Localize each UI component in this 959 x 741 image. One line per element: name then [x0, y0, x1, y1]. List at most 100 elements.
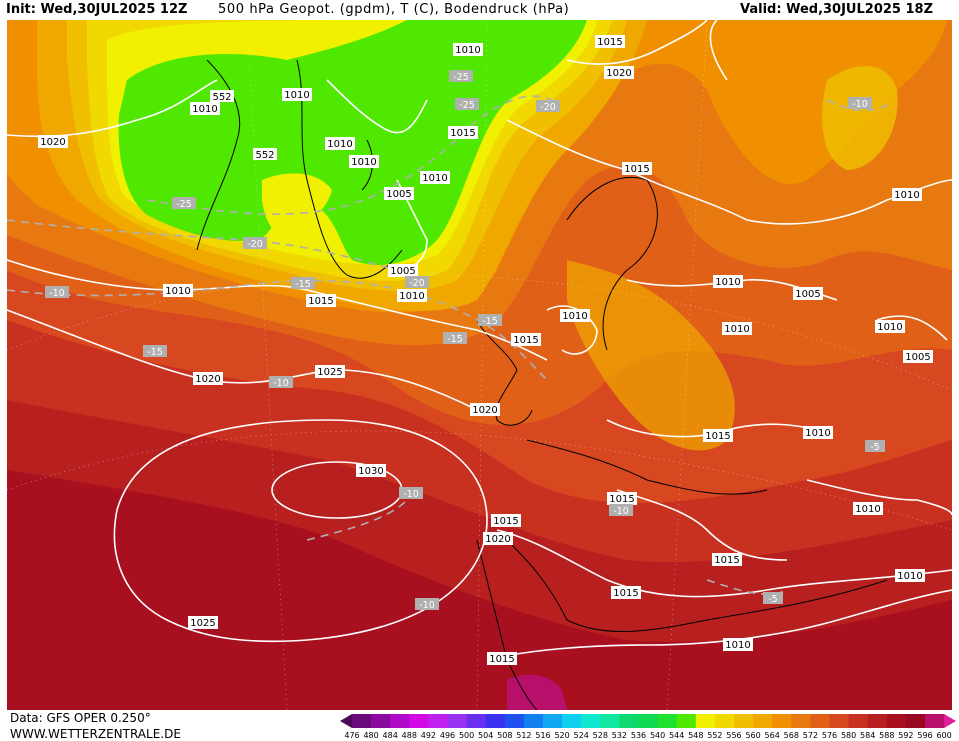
svg-text:-10: -10 [852, 99, 868, 110]
legend-swatch [638, 714, 659, 728]
pressure-label: 1010 [163, 284, 193, 297]
isobar-1010-greenland [326, 79, 428, 134]
legend-swatch [352, 714, 372, 728]
svg-text:-15: -15 [447, 334, 463, 345]
legend-swatch [466, 714, 487, 728]
temperature-label: -5 [763, 592, 783, 605]
temperature-label: -25 [172, 197, 196, 210]
temperature-label: -10 [415, 598, 439, 611]
svg-text:1015: 1015 [450, 128, 475, 139]
temperature-label: -10 [45, 286, 69, 299]
pressure-label: 1010 [875, 320, 905, 333]
legend-swatch [504, 714, 525, 728]
svg-text:1010: 1010 [422, 173, 447, 184]
map-canvas: 1010 1015 1020 1010 1010 1010 1010 1015 … [7, 20, 952, 710]
legend-tick-label: 560 [745, 731, 760, 740]
pressure-label: 1020 [483, 532, 513, 545]
pressure-label: 1015 [511, 333, 541, 346]
isobar-1015-med [496, 529, 952, 598]
legend-swatch [619, 714, 639, 728]
legend-tick-label: 508 [497, 731, 512, 740]
pressure-label: 1010 [325, 137, 355, 150]
svg-text:1010: 1010 [284, 90, 309, 101]
valid-time: Valid: Wed,30JUL2025 18Z [740, 2, 933, 17]
band-568-europe [567, 260, 735, 451]
svg-text:1010: 1010 [715, 277, 740, 288]
british-isles [476, 319, 533, 426]
band-600-patch [507, 674, 567, 710]
temperature-label: -10 [848, 97, 872, 110]
svg-text:1020: 1020 [40, 137, 65, 148]
weather-map: 1010 1015 1020 1010 1010 1010 1010 1015 … [7, 20, 952, 710]
mediterranean-coast [506, 539, 888, 632]
svg-text:1005: 1005 [795, 289, 820, 300]
pressure-label: 1005 [384, 187, 414, 200]
legend-swatch [447, 714, 468, 728]
legend-tick-label: 532 [612, 731, 627, 740]
legend-swatch [714, 714, 735, 728]
pressure-label: 1015 [595, 35, 625, 48]
legend-arrow-left [340, 714, 352, 728]
temperature-label: -15 [291, 277, 315, 290]
legend-tick-label: 516 [535, 731, 550, 740]
svg-text:-25: -25 [176, 199, 192, 210]
svg-text:1020: 1020 [195, 374, 220, 385]
svg-text:1015: 1015 [705, 431, 730, 442]
svg-text:1015: 1015 [489, 654, 514, 665]
pressure-label: 1010 [803, 426, 833, 439]
africa-coast [476, 539, 538, 710]
legend-swatch [543, 714, 563, 728]
yellow-patch-greenland [262, 173, 332, 236]
svg-text:1010: 1010 [894, 190, 919, 201]
legend-tick-label: 540 [650, 731, 665, 740]
svg-text:1010: 1010 [165, 286, 190, 297]
legend-tick-label: 504 [478, 731, 493, 740]
isobar-1015-balkans [616, 489, 788, 561]
legend-swatch [562, 714, 582, 728]
pressure-label: 1005 [388, 264, 418, 277]
iceland-coast [361, 139, 373, 191]
coastlines [196, 59, 888, 710]
svg-text:-25: -25 [459, 100, 475, 111]
temperature-label: -15 [143, 345, 167, 358]
greenland-coast [296, 59, 403, 279]
pressure-label: 1010 [892, 188, 922, 201]
website-credit: WWW.WETTERZENTRALE.DE [10, 727, 181, 741]
legend-tick-label: 484 [383, 731, 398, 740]
legend-tick-label: 584 [860, 731, 875, 740]
svg-text:1010: 1010 [805, 428, 830, 439]
footer: Data: GFS OPER 0.250° WWW.WETTERZENTRALE… [0, 710, 959, 741]
legend-swatch [829, 714, 850, 728]
pressure-label: 1010 [190, 102, 220, 115]
svg-text:1010: 1010 [724, 324, 749, 335]
pressure-label: 1010 [282, 88, 312, 101]
temperature-label: -10 [609, 504, 633, 517]
isobar-1010-denmark [546, 305, 598, 355]
svg-text:-5: -5 [870, 442, 879, 453]
canada-coast [196, 59, 241, 251]
legend-tick-label: 488 [402, 731, 417, 740]
legend-tick-label: 592 [898, 731, 913, 740]
svg-text:-10: -10 [613, 506, 629, 517]
pressure-label: 1010 [397, 289, 427, 302]
svg-text:-15: -15 [482, 316, 498, 327]
pressure-label: 1030 [356, 464, 386, 477]
legend-tick-label: 548 [688, 731, 703, 740]
svg-text:1020: 1020 [485, 534, 510, 545]
svg-text:-15: -15 [295, 279, 311, 290]
pressure-label: 1010 [723, 638, 753, 651]
svg-text:552: 552 [255, 150, 274, 161]
legend-tick-label: 556 [726, 731, 741, 740]
pressure-label: 552 [253, 148, 277, 161]
legend-tick-label: 520 [554, 731, 569, 740]
legend-tick-label: 572 [803, 731, 818, 740]
legend-swatch [676, 714, 697, 728]
temperature-label: -20 [536, 100, 560, 113]
isobar-1010-east [806, 479, 952, 516]
graticule [7, 20, 952, 710]
legend-tick-label: 492 [421, 731, 436, 740]
legend-arrow-right [944, 714, 956, 728]
legend-swatch [753, 714, 773, 728]
svg-text:1005: 1005 [905, 352, 930, 363]
pressure-label: 1015 [448, 126, 478, 139]
